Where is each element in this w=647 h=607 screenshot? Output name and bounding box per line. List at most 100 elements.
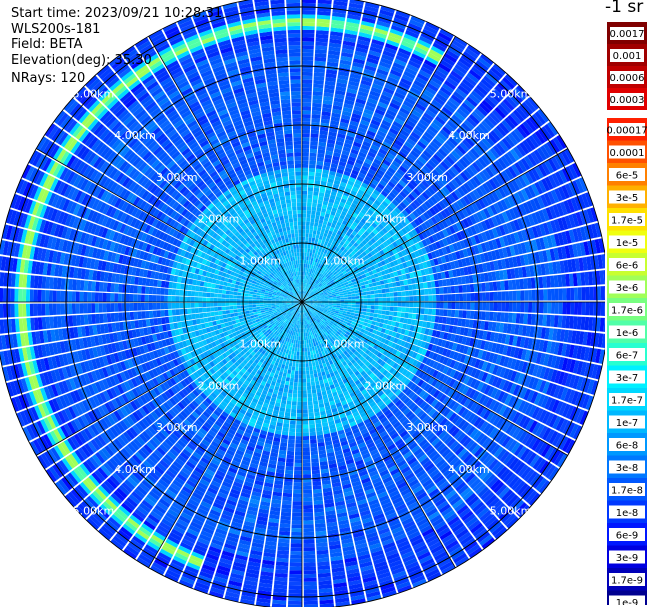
range-gate xyxy=(374,305,379,310)
range-gate xyxy=(434,280,440,288)
range-gate xyxy=(534,339,541,351)
range-gate xyxy=(598,238,605,253)
range-gate xyxy=(363,192,371,199)
range-gate xyxy=(403,159,413,168)
range-gate xyxy=(328,46,341,52)
range-gate xyxy=(362,224,369,231)
range-gate xyxy=(321,111,331,117)
range-gate xyxy=(326,274,331,279)
range-gate xyxy=(415,332,421,340)
range-gate xyxy=(295,447,302,452)
range-gate xyxy=(511,179,520,191)
range-gate xyxy=(465,257,471,266)
range-gate xyxy=(322,236,327,241)
range-gate xyxy=(420,327,426,334)
range-gate xyxy=(340,55,353,62)
range-gate xyxy=(343,265,349,271)
range-gate xyxy=(303,512,314,517)
range-gate xyxy=(319,130,328,136)
range-gate xyxy=(328,306,333,309)
range-gate xyxy=(546,368,554,382)
range-gate xyxy=(443,52,458,64)
range-gate xyxy=(454,334,460,343)
range-gate xyxy=(396,214,403,222)
range-gate xyxy=(468,69,482,81)
range-gate xyxy=(471,162,482,173)
range-gate xyxy=(395,281,401,287)
range-gate xyxy=(343,142,352,149)
range-gate xyxy=(375,133,385,141)
range-gate xyxy=(325,209,332,215)
range-gate xyxy=(336,208,342,215)
range-gate xyxy=(332,108,342,115)
range-gate xyxy=(303,466,311,471)
range-gate xyxy=(399,317,405,323)
range-gate xyxy=(395,232,402,239)
range-gate xyxy=(325,150,333,156)
range-gate xyxy=(306,382,311,387)
range-gate xyxy=(316,306,321,309)
range-gate xyxy=(302,114,311,119)
range-gate xyxy=(445,349,452,358)
range-gate xyxy=(413,106,425,115)
range-gate xyxy=(411,228,418,237)
range-gate xyxy=(494,249,501,260)
range-gate xyxy=(502,269,508,280)
range-gate xyxy=(370,237,377,244)
range-gate xyxy=(469,310,475,319)
range-gate xyxy=(445,227,453,236)
range-gate xyxy=(305,298,310,301)
range-gate xyxy=(333,260,338,265)
range-gate xyxy=(309,298,314,300)
range-gate xyxy=(383,279,389,284)
range-gate xyxy=(497,157,507,170)
range-gate xyxy=(533,197,542,210)
range-gate xyxy=(415,207,423,216)
range-gate xyxy=(462,284,467,293)
range-gate xyxy=(428,295,433,302)
range-gate xyxy=(557,371,565,385)
range-gate xyxy=(410,164,420,173)
range-gate xyxy=(466,96,478,108)
range-gate xyxy=(384,315,390,320)
range-gate xyxy=(302,68,313,73)
range-gate xyxy=(312,278,316,282)
range-gate xyxy=(313,299,318,301)
range-gate xyxy=(449,42,464,54)
range-gate xyxy=(302,351,305,356)
range-gate xyxy=(379,213,386,221)
range-gate xyxy=(400,285,405,291)
range-gate xyxy=(392,234,399,241)
range-gate xyxy=(541,178,551,192)
range-gate xyxy=(367,298,371,302)
range-gate xyxy=(350,250,356,256)
range-gate xyxy=(514,267,520,279)
range-gate xyxy=(548,174,558,189)
range-gate xyxy=(307,389,312,394)
range-gate xyxy=(466,116,478,128)
range-gate xyxy=(508,312,513,323)
range-gate xyxy=(403,217,411,225)
range-gate xyxy=(403,33,418,42)
range-gate xyxy=(311,286,314,290)
range-gate xyxy=(321,173,329,179)
range-gate xyxy=(564,183,574,198)
range-gate xyxy=(281,434,288,440)
range-gate xyxy=(552,328,558,341)
range-gate xyxy=(512,256,518,268)
range-gate xyxy=(309,297,313,300)
range-gate xyxy=(463,99,476,110)
range-gate xyxy=(463,266,469,276)
range-gate xyxy=(351,302,356,305)
range-gate xyxy=(316,14,331,20)
range-gate xyxy=(310,214,316,219)
range-gate xyxy=(312,102,322,108)
range-gate xyxy=(366,294,371,299)
range-gate xyxy=(361,245,368,251)
range-gate xyxy=(455,268,461,277)
range-gate xyxy=(299,355,302,360)
range-gate xyxy=(388,32,403,40)
range-gate xyxy=(373,31,387,39)
range-gate xyxy=(366,154,375,162)
range-gate xyxy=(354,322,360,327)
